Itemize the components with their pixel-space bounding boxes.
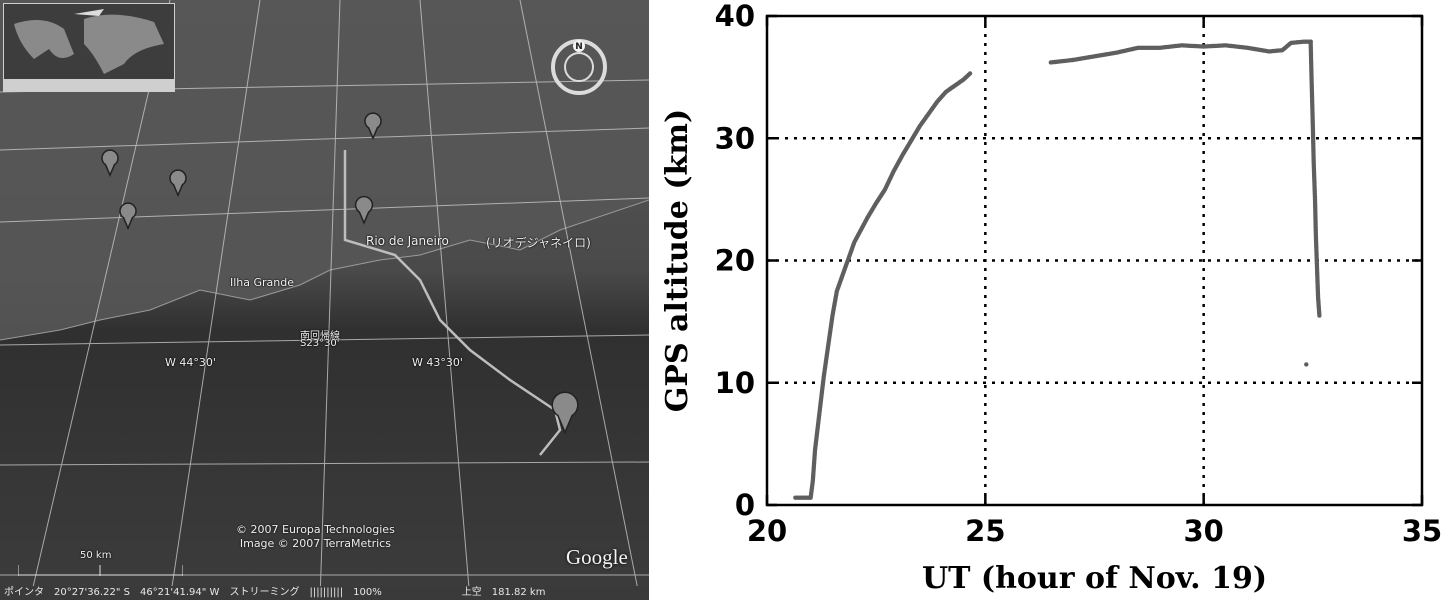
longitude-label-2: W 43°30' [412, 356, 463, 369]
placemark-pin-icon[interactable] [354, 195, 374, 225]
x-axis-title: UT (hour of Nov. 19) [922, 561, 1267, 596]
y-axis-title: GPS altitude (km) [660, 109, 695, 412]
y-tick-label: 30 [715, 121, 755, 155]
pointer-latitude: 20°27'36.22" S [54, 587, 130, 598]
coastline [0, 199, 649, 341]
placemark-pin-icon[interactable] [169, 169, 187, 198]
grid-lines [767, 16, 1422, 505]
y-tick-label: 0 [735, 488, 755, 522]
x-tick-label: 30 [1183, 514, 1223, 548]
plot-frame [765, 14, 1424, 507]
data-point [967, 71, 973, 76]
flight-track [343, 150, 562, 456]
streaming-meter: |||||||||| [309, 587, 344, 598]
map-view[interactable]: N Rio de Janeiro (リオデジャネイロ) Ilha Grande … [0, 0, 649, 600]
y-tick-label: 40 [715, 0, 755, 33]
chart-canvas: 20 25 30 35 0 10 20 30 40 UT (hour of Nov. 19) G… [660, 0, 1443, 596]
copyright-line-1: © 2007 Europa Technologies [236, 523, 395, 536]
view-altitude: 181.82 km [491, 587, 546, 598]
latitude-label: S23°30' [300, 338, 340, 349]
copyright-line-2: Image © 2007 TerraMetrics [239, 537, 391, 550]
x-tick-label: 20 [747, 514, 787, 548]
status-bar: ポインタ 20°27'36.22" S 46°21'41.94" W ストリーミ… [0, 586, 649, 600]
view-altitude-label: 上空 [461, 587, 482, 598]
placemark-pin-icon[interactable] [364, 112, 382, 141]
altitude-chart: 20 25 30 35 0 10 20 30 40 UT (hour of Nov. 19) G… [649, 0, 1449, 600]
x-tick-label: 25 [965, 514, 1005, 548]
y-tick-label: 10 [715, 366, 755, 400]
longitude-label-1: W 44°30' [165, 356, 216, 369]
place-label-jp: (リオデジャネイロ) [486, 236, 591, 250]
data-point [1304, 362, 1309, 367]
compass-control[interactable]: N [550, 38, 608, 96]
scale-bar: 50 km [18, 550, 183, 578]
x-tick-label: 35 [1402, 514, 1442, 548]
streaming-label: ストリーミング [229, 587, 300, 598]
scale-label: 50 km [80, 550, 112, 561]
data-points [793, 39, 1322, 500]
overview-minimap[interactable] [3, 3, 175, 92]
axis-ticks: 20 25 30 35 0 10 20 30 40 [715, 0, 1443, 548]
placemark-layer [101, 112, 579, 435]
placemark-pin-icon[interactable] [119, 202, 137, 231]
compass-north-label: N [575, 42, 583, 52]
island-label: Ilha Grande [230, 276, 295, 289]
pointer-longitude: 46°21'41.94" W [139, 587, 220, 598]
data-point [1317, 313, 1322, 318]
map-imagery [0, 0, 649, 600]
placemark-pin-icon[interactable] [101, 149, 119, 178]
place-label: Rio de Janeiro [366, 234, 449, 248]
pointer-mode-label: ポインタ [4, 587, 44, 598]
copyright-block: © 2007 Europa Technologies Image © 2007 … [236, 523, 395, 551]
tropic-label: 南回帰線 [300, 331, 340, 342]
google-logo: Google [566, 545, 628, 569]
placemark-pin-icon[interactable] [551, 391, 579, 435]
y-tick-label: 20 [715, 244, 755, 278]
streaming-percent: 100% [353, 587, 382, 598]
